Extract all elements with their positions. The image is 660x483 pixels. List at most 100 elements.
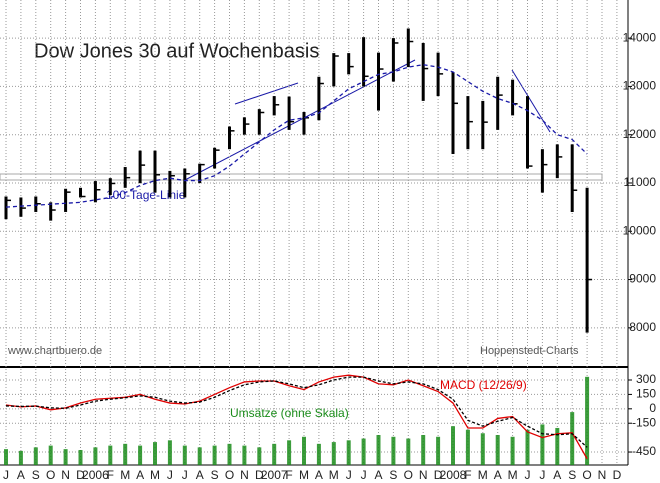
macd-line — [5, 376, 588, 448]
x-tick-label: N — [240, 468, 249, 482]
y-tick-label: 150 — [636, 387, 656, 401]
x-tick-label: J — [539, 468, 545, 482]
x-tick-label: A — [553, 468, 561, 482]
volume-bar — [525, 429, 530, 465]
y-tick-label: 12000 — [623, 127, 657, 141]
trend-line — [234, 82, 299, 105]
volume-bar — [495, 435, 500, 465]
volume-bar — [48, 445, 53, 465]
y-tick-label: -150 — [632, 415, 656, 429]
x-tick-label: F — [285, 468, 292, 482]
x-tick-label: A — [136, 468, 144, 482]
trend-line — [184, 59, 416, 181]
volume-bar — [227, 443, 232, 465]
volume-bar — [197, 447, 202, 465]
x-tick-label: F — [464, 468, 471, 482]
y-tick-label: 8000 — [629, 320, 656, 334]
x-tick-label: D — [613, 468, 622, 482]
x-tick-label: A — [374, 468, 382, 482]
volume-bar — [316, 443, 321, 465]
volume-bar — [272, 443, 277, 465]
x-tick-label: A — [196, 468, 204, 482]
x-tick-label: S — [389, 468, 397, 482]
y-tick-label: 11000 — [624, 175, 657, 189]
volume-bar — [480, 433, 485, 465]
volume-bar — [555, 427, 560, 465]
x-tick-label: N — [61, 468, 70, 482]
y-tick-label: 9000 — [629, 272, 656, 286]
x-tick-label: N — [598, 468, 607, 482]
series-label: MACD (12/26/9) — [440, 378, 527, 392]
x-tick-label: O — [582, 468, 591, 482]
chart-title: Dow Jones 30 auf Wochenbasis — [34, 40, 319, 62]
volume-bar — [451, 426, 455, 465]
volume-bar — [585, 376, 590, 465]
volume-bar — [287, 440, 292, 465]
x-tick-label: O — [225, 468, 234, 482]
x-tick-label: F — [107, 468, 114, 482]
source-label: Hoppenstedt-Charts — [480, 345, 579, 357]
series-label: Umsätze (ohne Skala) — [230, 406, 349, 420]
volume-bar — [406, 438, 411, 465]
x-tick-label: A — [494, 468, 502, 482]
y-tick-label: 0 — [649, 401, 656, 415]
volume-bar — [167, 440, 172, 465]
x-tick-label: J — [361, 468, 367, 482]
y-tick-label: 13000 — [623, 79, 657, 93]
x-tick-label: D — [434, 468, 443, 482]
x-tick-label: D — [255, 468, 264, 482]
x-tick-label: D — [76, 468, 85, 482]
x-tick-label: O — [46, 468, 55, 482]
volume-bar — [78, 450, 83, 465]
volume-bar — [570, 412, 575, 465]
x-tick-label: S — [32, 468, 40, 482]
volume-bar — [361, 438, 366, 465]
x-tick-label: J — [182, 468, 188, 482]
plot-bg — [0, 0, 628, 483]
x-tick-label: J — [346, 468, 352, 482]
volume-bar — [436, 436, 441, 465]
x-tick-label: 2008 — [440, 468, 467, 482]
volume-bar — [182, 445, 187, 465]
volume-bar — [421, 435, 426, 465]
volume-bar — [540, 424, 545, 465]
x-tick-label: J — [3, 468, 9, 482]
volume-bar — [63, 449, 68, 465]
volume-bar — [391, 436, 396, 465]
volume-bar — [331, 442, 336, 465]
volume-bar — [465, 429, 470, 465]
x-tick-label: M — [299, 468, 309, 482]
x-tick-label: 2007 — [261, 468, 288, 482]
x-tick-label: J — [167, 468, 173, 482]
volume-bar — [153, 442, 157, 465]
y-tick-label: 10000 — [623, 223, 657, 237]
x-tick-label: M — [120, 468, 130, 482]
volume-bar — [257, 447, 262, 465]
x-tick-label: M — [329, 468, 339, 482]
volume-bar — [242, 445, 247, 465]
y-tick-label: 14000 — [623, 30, 657, 44]
volume-bar — [302, 436, 306, 465]
volume-bar — [376, 435, 381, 465]
volume-bar — [346, 440, 351, 465]
volume-bar — [93, 447, 98, 465]
source-label: www.chartbuero.de — [7, 345, 102, 357]
x-tick-label: S — [568, 468, 576, 482]
x-tick-label: M — [478, 468, 488, 482]
macd-line — [5, 374, 588, 460]
volume-bar — [18, 450, 23, 465]
x-tick-label: O — [404, 468, 413, 482]
volume-bar — [138, 445, 143, 465]
x-tick-label: N — [419, 468, 428, 482]
volume-bar — [33, 447, 38, 465]
volume-bar — [212, 445, 217, 465]
y-tick-label: 300 — [636, 372, 656, 386]
volume-bar — [108, 445, 113, 465]
volume-bar — [4, 449, 8, 465]
x-tick-label: A — [17, 468, 25, 482]
volume-bar — [123, 443, 128, 465]
x-tick-label: A — [315, 468, 323, 482]
x-tick-label: M — [150, 468, 160, 482]
x-tick-label: M — [508, 468, 518, 482]
